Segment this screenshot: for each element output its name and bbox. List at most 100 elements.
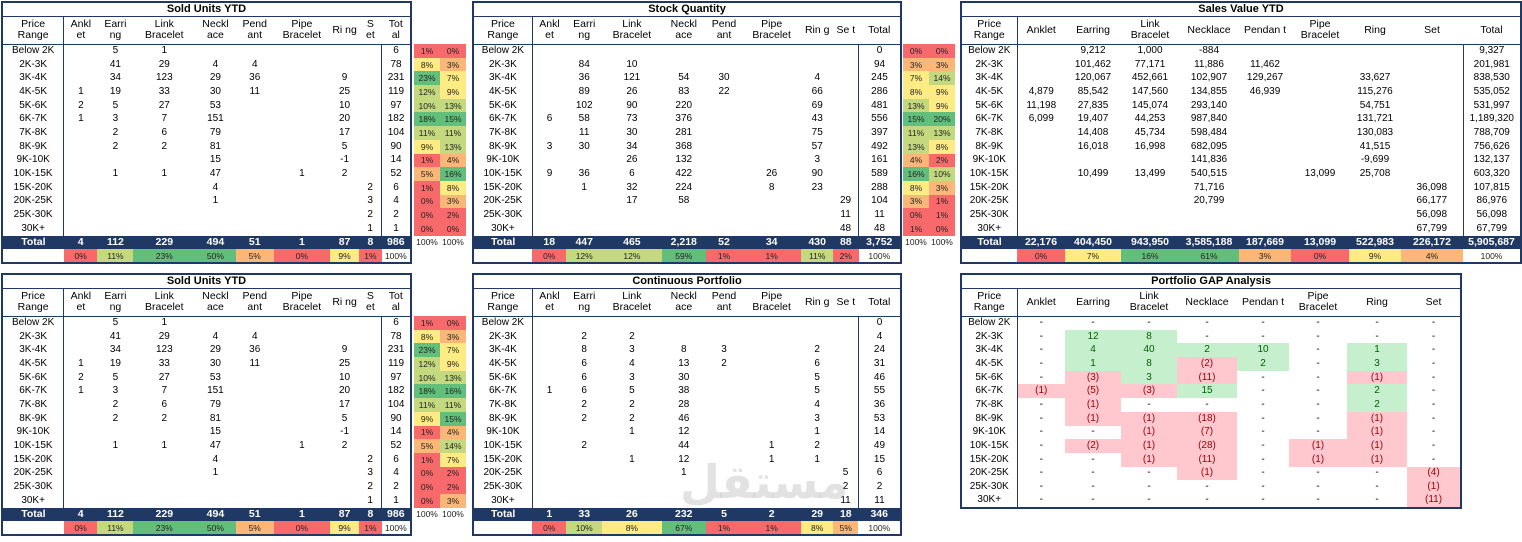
data-cell: 79 <box>209 126 221 138</box>
data-cell <box>274 181 330 195</box>
table-row: 10K-15K 1 1 47 1 2 52 <box>2 439 411 453</box>
data-cell: 422 <box>675 168 693 180</box>
data-cell <box>801 208 833 222</box>
data-cell <box>742 44 801 58</box>
data-cell: 57 <box>811 140 823 152</box>
side-percent-a: 12% <box>414 85 440 99</box>
side-percent-b: 11% <box>440 126 466 140</box>
column-header: Necklace <box>1179 16 1239 45</box>
data-cell: 492 <box>858 139 901 154</box>
data-cell <box>602 494 661 508</box>
data-cell <box>833 167 858 181</box>
side-percent-b: 16% <box>440 167 466 181</box>
table-row: 15K-20K 1 32 224 8 23 288 <box>473 180 901 195</box>
data-cell <box>274 58 330 72</box>
table-title: Portfolio GAP Analysis <box>961 274 1462 289</box>
data-cell <box>359 412 381 426</box>
data-cell: (7) <box>1177 425 1237 440</box>
price-range-cell: 10K-15K <box>473 167 533 181</box>
spacer-cell <box>2 521 64 535</box>
data-cell: 756,626 <box>1462 139 1521 154</box>
share-percent-cell: 16% <box>1121 249 1179 263</box>
data-cell <box>236 112 274 126</box>
side-percent-a: 3% <box>903 57 929 72</box>
data-cell <box>706 316 742 330</box>
column-header: Tot al <box>381 16 411 45</box>
data-cell <box>274 99 330 113</box>
data-cell <box>274 154 330 168</box>
side-percent-a: 0% <box>414 208 440 222</box>
data-cell: 104 <box>858 194 901 209</box>
share-percent-cell: 8% <box>602 521 662 535</box>
share-percent-cell: 5% <box>235 521 274 535</box>
price-range-cell: 4K-5K <box>2 357 65 371</box>
data-cell: 25 <box>339 357 351 369</box>
spacer-cell <box>473 249 532 263</box>
data-cell <box>64 426 98 440</box>
table-row: 15K-20K - - (1) (11) - (1) (1) - <box>961 452 1461 467</box>
side-percent-b: 3% <box>440 57 466 72</box>
data-cell <box>1239 99 1291 113</box>
table-row: 20K-25K 1 5 6 <box>473 466 901 481</box>
share-percent-cell: 1% <box>706 521 742 535</box>
data-cell <box>64 195 98 209</box>
table-row: 3K-4K 36 121 54 30 4 245 <box>473 71 901 86</box>
data-cell <box>359 439 381 453</box>
price-range-cell: 6K-7K <box>2 384 65 399</box>
total-cell: 430 <box>801 235 834 250</box>
data-cell: 26 <box>626 85 638 97</box>
data-cell <box>602 316 661 330</box>
data-cell <box>236 371 274 385</box>
data-cell: 2 <box>814 440 820 452</box>
table-row: 25K-30K 2 2 <box>2 480 411 494</box>
data-cell: - <box>1261 426 1265 438</box>
total-cell: 232 <box>661 507 706 522</box>
data-cell <box>602 44 661 58</box>
data-cell <box>359 99 381 113</box>
data-cell: 129,267 <box>1246 72 1284 84</box>
column-header: Pipe Bracelet <box>742 16 802 45</box>
data-cell: 2 <box>581 440 587 452</box>
data-cell: 46 <box>678 412 690 424</box>
data-cell: - <box>1039 371 1043 383</box>
percent-row: 0% 11% 23% 50% 5% 0% 9% 1% 100% <box>2 521 411 535</box>
share-percent-cell: 1% <box>359 521 382 535</box>
column-header: Earring <box>1065 288 1121 317</box>
data-cell: 11 <box>857 493 901 508</box>
data-cell: 5 <box>341 412 348 424</box>
data-cell: (1) <box>1289 452 1347 467</box>
data-cell <box>133 222 195 236</box>
data-cell: 589 <box>858 167 901 181</box>
data-cell <box>330 480 359 494</box>
data-cell <box>359 85 381 99</box>
data-cell <box>602 208 661 222</box>
data-cell: 14 <box>381 425 411 440</box>
share-percent-cell: 67% <box>661 521 706 535</box>
data-cell: 2 <box>842 481 849 493</box>
data-cell: 1 <box>299 168 305 180</box>
data-cell: - <box>1039 440 1043 452</box>
data-cell <box>236 99 274 113</box>
side-total: 100% <box>931 237 953 248</box>
data-cell: - <box>1261 494 1265 506</box>
side-percent-b: 7% <box>440 343 466 358</box>
data-cell <box>1017 222 1065 236</box>
data-cell <box>359 154 381 168</box>
price-range-cell: 9K-10K <box>473 153 533 168</box>
data-cell <box>532 99 566 113</box>
data-cell: 1 <box>814 453 820 465</box>
data-cell: 10 <box>1237 343 1289 358</box>
data-cell <box>566 222 602 236</box>
data-cell: 6 <box>814 357 820 369</box>
data-cell <box>833 181 858 195</box>
data-cell: 11 <box>858 208 901 222</box>
data-cell: 6 <box>629 168 635 180</box>
data-cell <box>706 398 742 412</box>
data-cell <box>274 85 330 99</box>
data-cell: 40 <box>1121 343 1177 358</box>
data-cell: 14 <box>381 153 411 168</box>
share-percent-cell: 5% <box>235 249 274 263</box>
data-cell <box>742 99 801 113</box>
data-cell: - <box>1147 467 1151 479</box>
price-range-cell: 10K-15K <box>2 439 65 453</box>
